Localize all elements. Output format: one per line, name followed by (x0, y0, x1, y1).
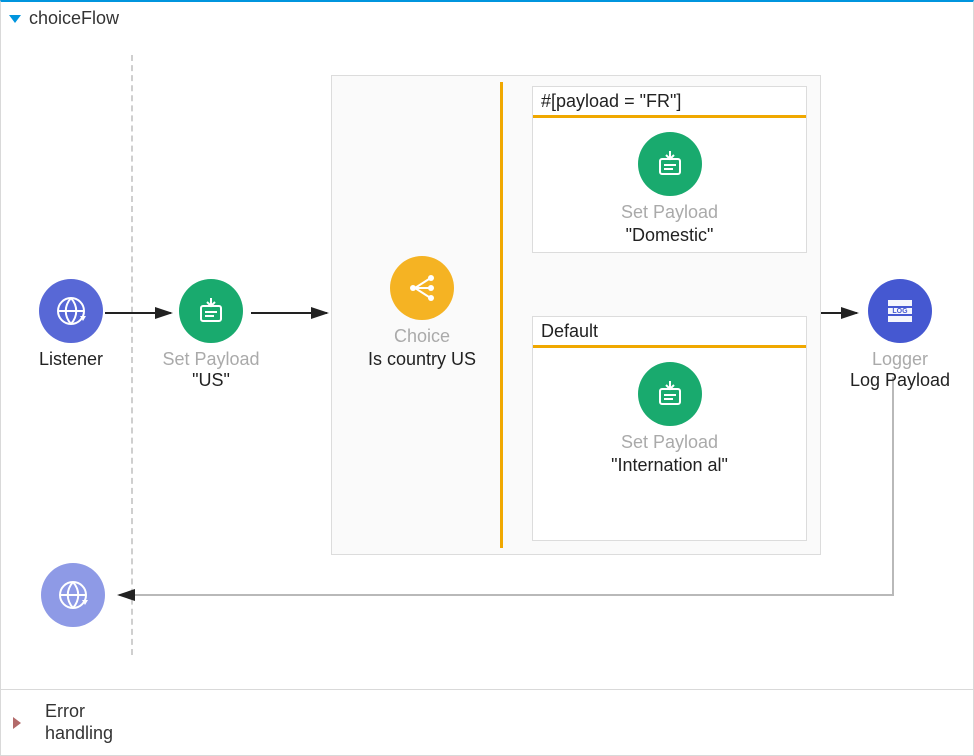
default-bar (533, 345, 806, 348)
flow-container: choiceFlow (0, 0, 974, 756)
choice-node[interactable]: Choice Is country US (362, 256, 482, 370)
error-handling-label: Error handling (45, 701, 145, 744)
set-payload-icon (179, 279, 243, 343)
logger-node[interactable]: LOG Logger Log Payload (835, 279, 965, 391)
choice-icon (390, 256, 454, 320)
http-response-icon (41, 563, 105, 627)
choice-scope[interactable]: Choice Is country US #[payload = "FR"] S… (331, 75, 821, 555)
choice-display-name: Is country US (362, 349, 482, 370)
when-set-payload-value: "Domestic" (533, 225, 806, 246)
response-node[interactable] (13, 563, 133, 633)
svg-text:LOG: LOG (892, 308, 908, 315)
listener-label: Listener (11, 349, 131, 370)
when-bar (533, 115, 806, 118)
choice-when-branch[interactable]: #[payload = "FR"] Set Payload "Domestic" (532, 86, 807, 253)
default-header: Default (541, 321, 798, 342)
set-payload-icon (638, 132, 702, 196)
set-payload-us-node[interactable]: Set Payload "US" (151, 279, 271, 391)
flow-title: choiceFlow (29, 8, 119, 29)
logger-type-label: Logger (835, 349, 965, 370)
when-expression: #[payload = "FR"] (541, 91, 798, 112)
flow-header[interactable]: choiceFlow (1, 2, 973, 35)
logger-icon: LOG (868, 279, 932, 343)
default-set-payload-value: "Internation al" (610, 455, 730, 476)
expand-triangle-icon[interactable] (13, 717, 21, 729)
set-payload-value: "US" (151, 370, 271, 391)
choice-type-label: Choice (362, 326, 482, 347)
set-payload-type-label: Set Payload (151, 349, 271, 370)
default-set-payload-label: Set Payload (533, 432, 806, 453)
choice-default-branch[interactable]: Default Set Payload "Internation al" (532, 316, 807, 541)
http-listener-icon (39, 279, 103, 343)
logger-display-name: Log Payload (835, 370, 965, 391)
flow-canvas: Listener Set Payload "US" (1, 35, 973, 675)
collapse-triangle-icon[interactable] (9, 15, 21, 23)
when-set-payload-label: Set Payload (533, 202, 806, 223)
set-payload-icon (638, 362, 702, 426)
error-handling-section[interactable]: Error handling (1, 689, 973, 755)
listener-node[interactable]: Listener (11, 279, 131, 370)
choice-divider (500, 82, 503, 548)
